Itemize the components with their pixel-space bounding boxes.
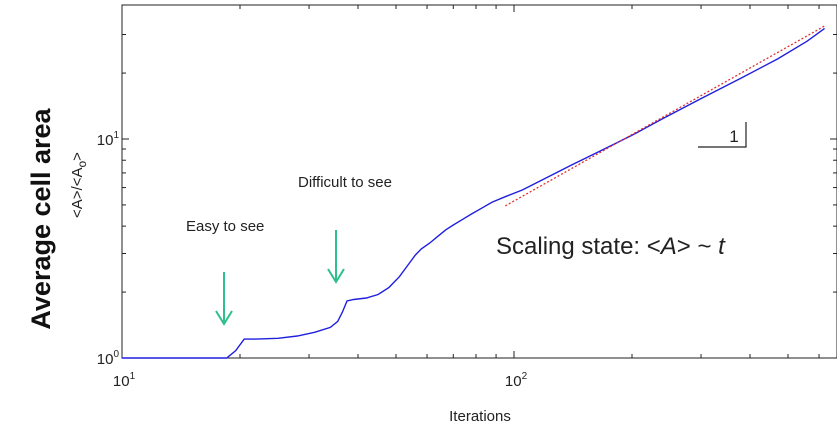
series-layer bbox=[122, 25, 826, 359]
arrow-easy-icon bbox=[215, 272, 233, 326]
series-line-average-area bbox=[122, 27, 826, 359]
x-tick-label: 102 bbox=[505, 371, 528, 390]
x-tick-label: 101 bbox=[113, 371, 136, 390]
annotation-difficult-to-see: Difficult to see bbox=[298, 174, 392, 191]
series-line-fit bbox=[504, 25, 825, 207]
slope-label: 1 bbox=[729, 127, 738, 146]
slope-triangle: 1 bbox=[698, 122, 747, 148]
plot-frame bbox=[121, 4, 837, 359]
y-tick-label: 100 bbox=[97, 349, 120, 368]
tick-labels: 101 102 100 101 bbox=[97, 130, 528, 390]
annotation-easy-to-see: Easy to see bbox=[186, 218, 264, 235]
x-axis-label: Iterations bbox=[449, 408, 511, 425]
axis-ticks bbox=[121, 5, 837, 359]
arrow-difficult-icon bbox=[327, 230, 345, 284]
y-axis-label: <A>/<Ao> bbox=[69, 152, 89, 218]
annotation-scaling-state: Scaling state: <A> ~ t bbox=[496, 233, 726, 260]
side-label-average-cell-area: Average cell area bbox=[26, 107, 56, 329]
y-tick-label: 101 bbox=[97, 130, 120, 149]
